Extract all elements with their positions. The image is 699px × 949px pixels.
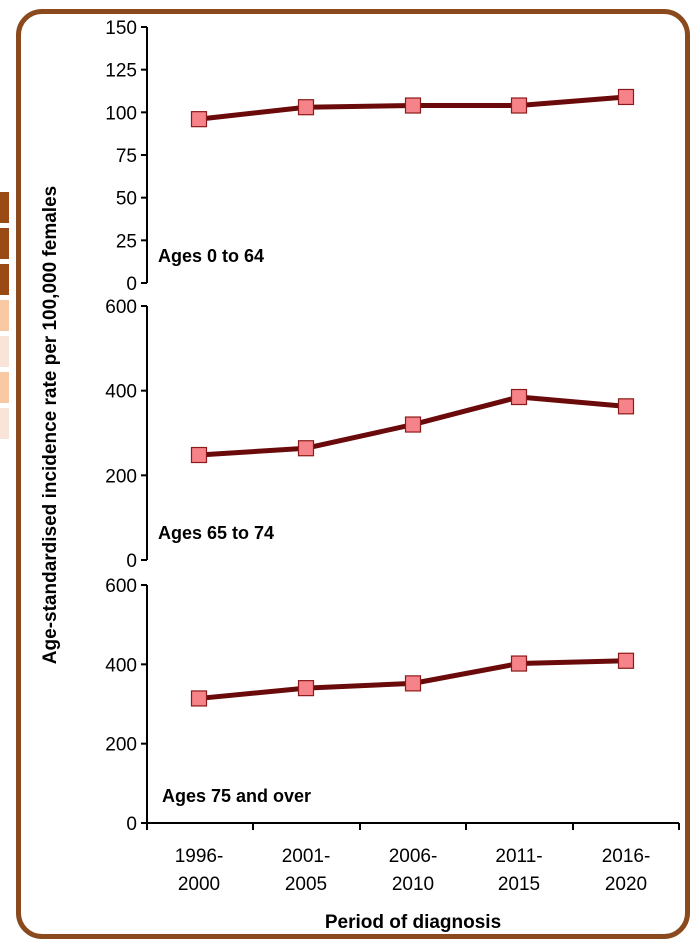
data-point-panel-3	[404, 675, 422, 692]
y-axis-title: Age-standardised incidence rate per 100,…	[40, 186, 61, 664]
y-tick-label-panel-1: 125	[105, 61, 137, 82]
side-swatch	[0, 300, 9, 331]
data-point-panel-3	[190, 690, 208, 707]
lines-layer	[198, 94, 627, 701]
data-point-panel-1	[404, 97, 422, 114]
y-tick-label-panel-1: 150	[105, 18, 137, 39]
panel-label-2: Ages 65 to 74	[158, 523, 274, 543]
axes-layer	[141, 26, 680, 830]
side-swatch	[0, 192, 9, 223]
y-tick-label-panel-1: 100	[105, 103, 137, 124]
x-tick-label: 2016-2020	[602, 846, 651, 895]
data-point-panel-3	[510, 655, 528, 672]
y-tick-label-panel-2: 200	[105, 466, 137, 487]
data-point-panel-3	[617, 652, 635, 669]
y-tick-label-panel-1: 0	[126, 274, 137, 295]
side-swatch	[0, 372, 9, 403]
x-tick-label: 2011-2015	[495, 846, 542, 895]
data-point-panel-2	[190, 446, 208, 464]
labels-layer: 0 25 50 75 100 125 150 Ages 0 to 64 0 200 400 600 Ag…	[105, 18, 650, 895]
side-swatch	[0, 336, 9, 367]
side-swatch	[0, 264, 9, 295]
x-tick-label: 2006-2010	[389, 846, 438, 895]
data-point-panel-3	[297, 680, 315, 697]
y-tick-label-panel-3: 400	[105, 655, 137, 676]
y-tick-label-panel-2: 400	[105, 382, 137, 403]
chart-frame	[16, 9, 690, 939]
data-point-panel-1	[617, 88, 635, 106]
data-point-panel-1	[510, 97, 528, 114]
panel-label-1: Ages 0 to 64	[158, 246, 264, 266]
data-point-panel-2	[617, 398, 635, 415]
y-tick-label-panel-2: 0	[126, 551, 137, 572]
y-tick-label-panel-3: 600	[105, 576, 137, 597]
side-swatch	[0, 228, 9, 259]
y-tick-label-panel-1: 75	[116, 146, 137, 167]
data-point-panel-2	[404, 416, 422, 433]
y-tick-label-panel-2: 600	[105, 297, 137, 318]
x-axis-title: Period of diagnosis	[325, 912, 501, 933]
data-point-panel-1	[297, 99, 315, 116]
x-tick-label: 2001-2005	[282, 846, 331, 895]
side-swatch	[0, 408, 9, 439]
y-tick-label-panel-1: 25	[116, 231, 137, 252]
data-point-panel-2	[510, 388, 528, 406]
x-tick-label: 1996-2000	[175, 846, 224, 895]
markers-layer	[190, 88, 635, 707]
y-tick-label-panel-3: 200	[105, 735, 137, 756]
y-tick-label-panel-3: 0	[126, 814, 137, 835]
y-tick-label-panel-1: 50	[116, 189, 137, 210]
panel-label-3: Ages 75 and over	[162, 786, 311, 806]
data-point-panel-1	[190, 111, 208, 128]
data-point-panel-2	[297, 440, 315, 457]
